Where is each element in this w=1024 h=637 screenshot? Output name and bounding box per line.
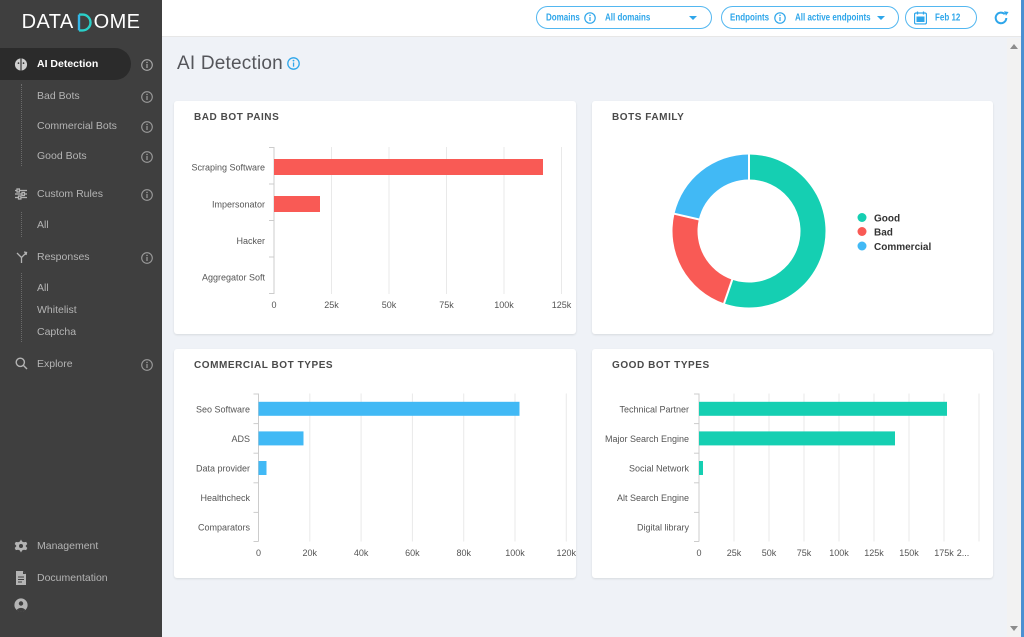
svg-text:75k: 75k [797,548,812,558]
svg-text:50k: 50k [762,548,777,558]
svg-text:125k: 125k [552,300,572,310]
svg-text:Seo Software: Seo Software [196,404,250,414]
svg-text:Commercial: Commercial [874,242,931,253]
svg-text:60k: 60k [405,548,420,558]
svg-text:100k: 100k [829,548,849,558]
svg-text:Healthcheck: Healthcheck [200,493,250,503]
svg-text:Aggregator Soft: Aggregator Soft [202,273,266,283]
svg-text:Impersonator: Impersonator [212,200,265,210]
svg-text:0: 0 [271,300,276,310]
svg-text:150k: 150k [899,548,919,558]
svg-text:40k: 40k [354,548,369,558]
svg-text:Digital library: Digital library [637,523,690,533]
svg-text:120k: 120k [557,548,576,558]
svg-text:Scraping Software: Scraping Software [191,163,265,173]
svg-text:ADS: ADS [231,434,250,444]
svg-text:Hacker: Hacker [236,236,265,246]
svg-text:100k: 100k [494,300,514,310]
svg-text:Alt Search Engine: Alt Search Engine [617,493,689,503]
svg-text:75k: 75k [439,300,454,310]
svg-text:80k: 80k [456,548,471,558]
svg-text:20k: 20k [303,548,318,558]
svg-text:Technical Partner: Technical Partner [619,404,689,414]
svg-text:Major Search Engine: Major Search Engine [605,434,689,444]
svg-text:25k: 25k [324,300,339,310]
svg-text:0: 0 [256,548,261,558]
svg-text:Good: Good [874,214,900,225]
svg-text:175k: 175k [934,548,954,558]
svg-text:125k: 125k [864,548,884,558]
svg-text:2...: 2... [957,548,970,558]
svg-text:Bad: Bad [874,228,893,239]
svg-text:Social Network: Social Network [629,464,690,474]
svg-text:Comparators: Comparators [198,523,251,533]
svg-text:25k: 25k [727,548,742,558]
svg-text:50k: 50k [382,300,397,310]
svg-text:0: 0 [696,548,701,558]
svg-text:Data provider: Data provider [196,464,250,474]
svg-text:100k: 100k [505,548,525,558]
